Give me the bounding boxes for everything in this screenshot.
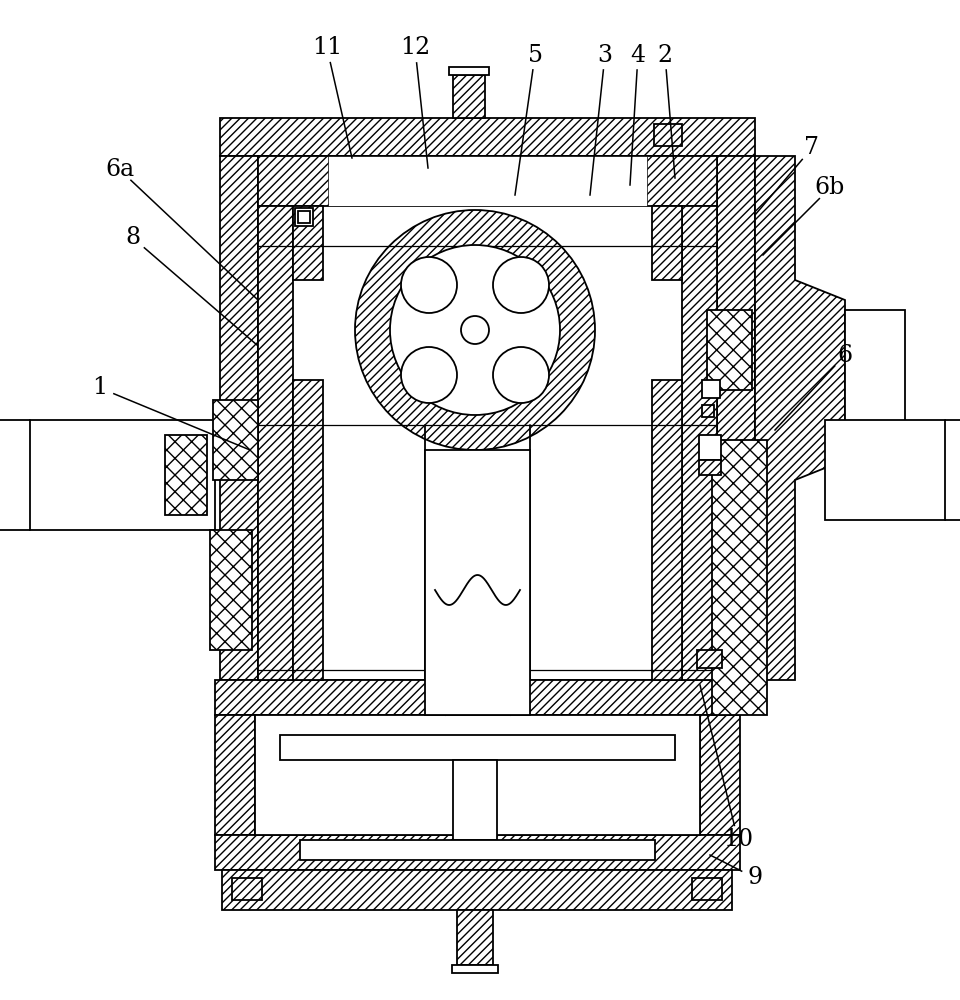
Bar — [295, 208, 313, 226]
Bar — [232, 878, 262, 900]
Bar — [213, 400, 258, 480]
Text: 3: 3 — [597, 43, 612, 66]
Circle shape — [493, 347, 549, 403]
Polygon shape — [258, 156, 717, 206]
Polygon shape — [700, 715, 740, 835]
Polygon shape — [293, 380, 323, 680]
Text: 6a: 6a — [106, 158, 134, 182]
Bar — [654, 124, 682, 146]
Polygon shape — [457, 910, 493, 965]
Text: 12: 12 — [400, 36, 430, 60]
Bar — [452, 965, 498, 973]
Bar — [692, 878, 722, 900]
Bar — [255, 715, 700, 835]
Bar — [845, 310, 905, 450]
Text: 11: 11 — [312, 36, 342, 60]
Polygon shape — [652, 380, 682, 680]
Bar — [702, 380, 720, 398]
Polygon shape — [293, 206, 323, 280]
Circle shape — [401, 347, 457, 403]
Polygon shape — [258, 206, 293, 680]
Bar — [258, 156, 717, 680]
Bar — [697, 650, 722, 668]
Text: 10: 10 — [723, 828, 753, 852]
Bar — [298, 211, 310, 223]
Text: 7: 7 — [804, 136, 820, 159]
Circle shape — [461, 316, 489, 344]
Circle shape — [390, 245, 560, 415]
Bar — [30, 420, 215, 530]
Polygon shape — [220, 118, 755, 156]
Bar — [425, 450, 530, 715]
Text: 1: 1 — [92, 376, 108, 399]
Circle shape — [493, 257, 549, 313]
Bar — [712, 440, 767, 715]
Polygon shape — [717, 156, 755, 680]
Polygon shape — [220, 156, 258, 680]
Polygon shape — [222, 870, 732, 910]
Bar — [328, 156, 647, 206]
Bar — [702, 405, 714, 417]
Circle shape — [355, 210, 595, 450]
Text: 6: 6 — [837, 344, 852, 366]
Polygon shape — [215, 680, 740, 715]
Polygon shape — [682, 206, 717, 680]
Bar — [453, 760, 497, 840]
Polygon shape — [215, 835, 740, 870]
Polygon shape — [652, 206, 682, 280]
Polygon shape — [215, 715, 255, 835]
Circle shape — [401, 257, 457, 313]
Text: 6b: 6b — [815, 176, 845, 200]
Bar — [707, 310, 752, 390]
Text: 2: 2 — [658, 43, 673, 66]
Bar — [699, 435, 721, 460]
Text: 5: 5 — [527, 43, 542, 66]
Text: 4: 4 — [631, 43, 645, 66]
Polygon shape — [755, 156, 845, 680]
Text: 9: 9 — [748, 866, 762, 890]
Bar — [280, 735, 675, 760]
Bar — [699, 460, 721, 475]
Bar — [449, 67, 489, 75]
Bar — [300, 840, 655, 860]
Bar — [165, 435, 207, 515]
Text: 8: 8 — [126, 227, 140, 249]
Bar — [825, 420, 945, 520]
Bar — [210, 530, 252, 650]
Polygon shape — [453, 75, 485, 118]
